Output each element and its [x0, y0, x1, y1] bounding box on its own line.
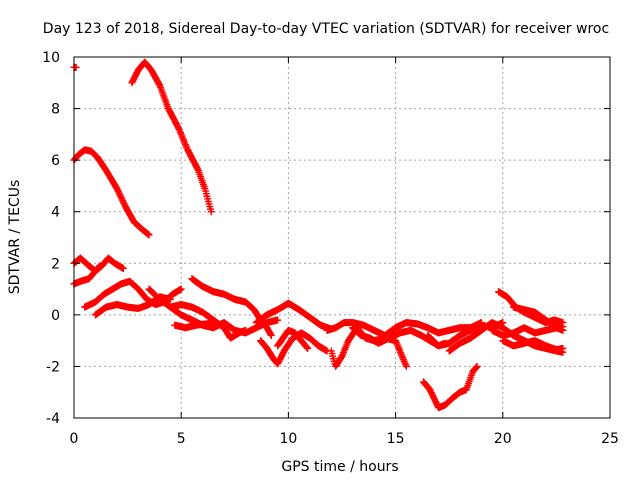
data-point — [145, 231, 153, 239]
data-layer — [70, 58, 567, 412]
series-arc14 — [274, 326, 312, 352]
y-tick-label: 0 — [51, 308, 60, 324]
x-tick-label: 20 — [494, 431, 512, 447]
data-point — [559, 322, 567, 330]
axis-tick-labels: 0 5 10 15 20 25 -4 -2 0 2 4 6 8 10 — [42, 50, 619, 447]
series-arc23 — [499, 337, 567, 354]
x-tick-label: 5 — [177, 431, 186, 447]
series-arc11 — [171, 319, 220, 332]
series-arc10 — [166, 301, 250, 342]
series-arc18 — [419, 362, 481, 412]
data-point — [194, 165, 202, 173]
y-tick-label: -4 — [46, 411, 60, 427]
data-point — [207, 208, 215, 216]
y-tick-label: 8 — [51, 102, 60, 118]
series-arc05 — [70, 262, 104, 288]
data-point — [303, 344, 311, 352]
series-arc02 — [128, 58, 215, 216]
axis-ticks — [73, 56, 611, 419]
y-tick-label: 2 — [51, 256, 60, 272]
data-point — [96, 262, 104, 270]
data-point — [177, 285, 185, 293]
y-axis-label: SDTVAR / TECUs — [7, 180, 23, 295]
x-axis-label: GPS time / hours — [281, 459, 398, 475]
series-arc13 — [257, 329, 331, 368]
data-point — [304, 344, 312, 352]
grid-lines — [74, 57, 610, 418]
data-point — [402, 362, 410, 370]
x-tick-label: 0 — [70, 431, 79, 447]
data-point — [472, 363, 480, 371]
data-point — [155, 80, 163, 88]
data-point — [166, 295, 174, 303]
data-point — [242, 326, 250, 334]
x-tick-label: 10 — [279, 431, 297, 447]
x-tick-label: 25 — [601, 431, 619, 447]
data-point — [274, 316, 282, 324]
series-arc21 — [495, 288, 567, 327]
y-tick-label: -2 — [46, 359, 60, 375]
data-point — [559, 344, 567, 352]
data-point — [174, 124, 182, 132]
y-tick-label: 10 — [42, 50, 60, 66]
data-point — [95, 263, 103, 271]
series-arc24 — [488, 322, 567, 339]
data-point — [119, 264, 127, 272]
data-point — [267, 331, 275, 339]
data-point — [473, 362, 481, 370]
series-arc09 — [188, 275, 275, 339]
y-tick-label: 6 — [51, 153, 60, 169]
data-point — [212, 319, 220, 327]
series-arc15 — [323, 319, 485, 339]
x-tick-label: 15 — [387, 431, 405, 447]
series-arc01 — [70, 63, 80, 71]
y-tick-label: 4 — [51, 205, 60, 221]
data-point — [267, 330, 275, 338]
chart-title: Day 123 of 2018, Sidereal Day-to-day VTE… — [43, 21, 609, 37]
series-arc06 — [81, 277, 185, 311]
plot-frame — [73, 56, 611, 419]
